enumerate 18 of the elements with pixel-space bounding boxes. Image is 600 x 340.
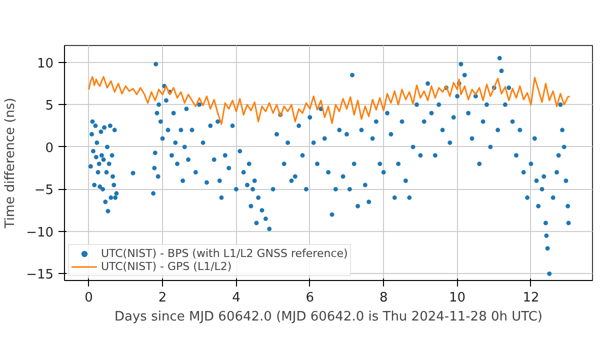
legend-label: UTC(NIST) - BPS (with L1/L2 GNSS reference) — [101, 247, 348, 260]
y-tick-label: −15 — [26, 268, 54, 283]
y-tick-label: −10 — [26, 225, 54, 240]
y-axis-title: Time difference (ns) — [3, 98, 18, 230]
x-tick-label: 0 — [84, 290, 93, 306]
x-tick-label: 2 — [158, 290, 167, 306]
x-tick-label: 4 — [232, 290, 240, 306]
x-axis-title: Days since MJD 60642.0 (MJD 60642.0 is Thu 2024-11-28 0h UTC) — [114, 310, 542, 324]
x-tick-label: 8 — [379, 290, 388, 306]
y-tick-label: 0 — [45, 140, 54, 156]
line-series — [88, 76, 570, 125]
y-tick-label: 10 — [36, 56, 54, 72]
legend-label: UTC(NIST) - GPS (L1/L2) — [101, 260, 232, 273]
x-tick-label: 10 — [449, 290, 466, 306]
y-tick-label: 5 — [45, 98, 54, 114]
x-tick-label: 6 — [306, 290, 314, 306]
y-tick-label: −5 — [34, 183, 54, 198]
x-tick-label: 12 — [522, 290, 540, 306]
